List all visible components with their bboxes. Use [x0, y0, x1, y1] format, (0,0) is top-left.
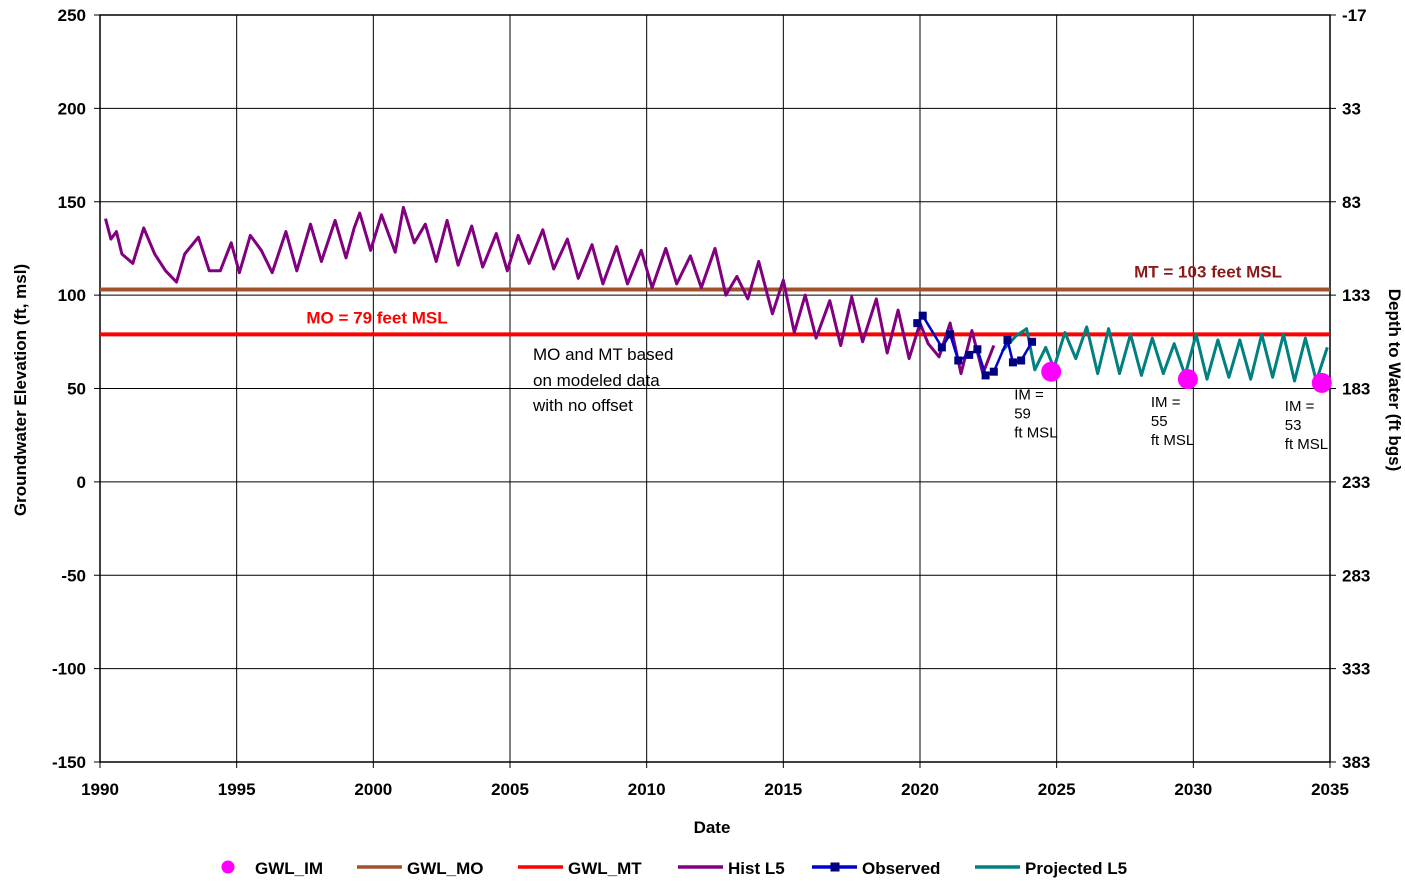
observed-point — [918, 311, 927, 320]
y2-axis-title: Depth to Water (ft bgs) — [1385, 289, 1404, 472]
legend-item: Observed — [812, 859, 940, 878]
legend-item: Hist L5 — [678, 859, 785, 878]
x-tick-labels: 1990 1995 2000 2005 2010 2015 2020 2025 2030 2035 — [81, 780, 1349, 799]
x-tick-label: 2005 — [491, 780, 529, 799]
x-tick-label: 2035 — [1311, 780, 1349, 799]
legend-item: GWL_IM — [221, 859, 323, 878]
im-point — [1177, 369, 1198, 390]
im-label-line: ft MSL — [1285, 436, 1328, 453]
annotation-line: with no offset — [532, 396, 633, 415]
y-tick-label: 100 — [58, 286, 86, 305]
y-tick-label: 150 — [58, 193, 86, 212]
legend-label: GWL_MO — [407, 859, 484, 878]
y-tick-labels: 250 200 150 100 50 0 -50 -100 -150 — [52, 6, 86, 772]
y2-tick-label: 233 — [1342, 473, 1370, 492]
y-tick-label: -50 — [61, 566, 86, 585]
x-tick-label: 2000 — [354, 780, 392, 799]
y2-tick-labels: -17 33 83 133 183 233 283 333 383 — [1342, 6, 1370, 772]
observed-point — [989, 367, 998, 376]
observed-point — [937, 343, 946, 352]
legend-item: GWL_MT — [518, 859, 642, 878]
y-tick-label: 250 — [58, 6, 86, 25]
legend-label: GWL_IM — [255, 859, 323, 878]
legend-label: GWL_MT — [568, 859, 642, 878]
legend-label: Projected L5 — [1025, 859, 1127, 878]
observed-point — [1003, 335, 1012, 344]
y2-tick-label: 383 — [1342, 753, 1370, 772]
im-point — [1041, 361, 1062, 382]
legend-swatch — [221, 860, 235, 874]
series-line-hist-l5 — [104, 205, 996, 376]
annotation: MO and MT based on modeled data with no … — [532, 345, 673, 415]
x-axis-title: Date — [694, 818, 731, 837]
y2-tick-label: 133 — [1342, 286, 1370, 305]
y-axis-title: Groundwater Elevation (ft, msl) — [11, 264, 30, 516]
legend: GWL_IM GWL_MO GWL_MT Hist L5 Observed Project… — [221, 859, 1127, 878]
y2-tick-label: 83 — [1342, 193, 1361, 212]
y2-tick-label: 283 — [1342, 566, 1370, 585]
mt-label: MT = 103 feet MSL — [1134, 263, 1282, 282]
legend-label: Observed — [862, 859, 940, 878]
y-tick-label: -150 — [52, 753, 86, 772]
y2-tick-label: -17 — [1342, 6, 1367, 25]
y2-tick-label: 333 — [1342, 660, 1370, 679]
observed-point — [913, 319, 922, 328]
observed-point — [954, 356, 963, 365]
x-tick-label: 1990 — [81, 780, 119, 799]
im-label-line: ft MSL — [1014, 425, 1057, 442]
series-markers — [913, 311, 1332, 393]
y-tick-label: 200 — [58, 99, 86, 118]
mo-label: MO = 79 feet MSL — [306, 308, 447, 327]
y2-tick-label: 33 — [1342, 99, 1361, 118]
observed-point — [1028, 337, 1037, 346]
y-tick-label: 50 — [67, 380, 86, 399]
x-tick-label: 2015 — [764, 780, 802, 799]
legend-item: Projected L5 — [975, 859, 1127, 878]
observed-point — [1017, 356, 1026, 365]
im-label-line: IM = — [1151, 394, 1181, 411]
observed-point — [973, 345, 982, 354]
observed-point — [981, 371, 990, 380]
im-labels: IM = 59 ft MSL IM = 55 ft MSL IM = 53 ft MSL — [1014, 387, 1328, 453]
x-tick-label: 2020 — [901, 780, 939, 799]
im-label-line: ft MSL — [1151, 432, 1194, 449]
y-tick-label: 0 — [77, 473, 86, 492]
im-label-line: IM = — [1014, 387, 1044, 404]
annotation-line: MO and MT based — [533, 345, 673, 364]
legend-swatch-marker — [830, 862, 840, 872]
im-point — [1311, 372, 1332, 393]
legend-label: Hist L5 — [728, 859, 785, 878]
annotation-line: on modeled data — [533, 371, 660, 390]
legend-item: GWL_MO — [357, 859, 484, 878]
observed-point — [946, 330, 955, 339]
y-tick-label: -100 — [52, 660, 86, 679]
x-tick-label: 2010 — [628, 780, 666, 799]
y2-tick-label: 183 — [1342, 380, 1370, 399]
im-label-line: 53 — [1285, 417, 1302, 434]
observed-point — [965, 350, 974, 359]
im-label-line: 55 — [1151, 413, 1168, 430]
im-label-line: IM = — [1285, 398, 1315, 415]
observed-point — [1008, 358, 1017, 367]
x-tick-label: 2025 — [1038, 780, 1076, 799]
im-label-line: 59 — [1014, 406, 1031, 423]
reference-lines: MT = 103 feet MSL MO = 79 feet MSL — [100, 263, 1330, 337]
x-tick-label: 1995 — [218, 780, 256, 799]
x-tick-label: 2030 — [1174, 780, 1212, 799]
